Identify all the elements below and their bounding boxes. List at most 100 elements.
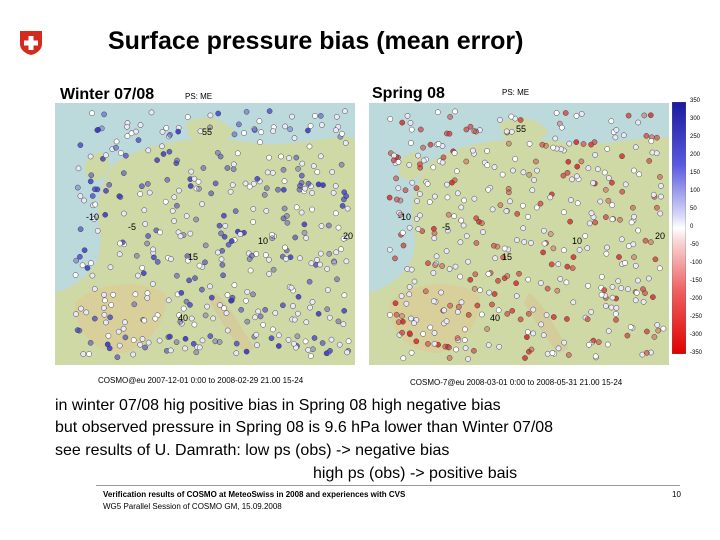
station-marker [451,213,457,220]
station-marker [486,289,493,296]
station-marker [392,300,399,307]
station-marker [263,185,270,192]
station-marker [406,224,413,231]
station-marker [142,344,148,351]
station-marker [253,331,260,338]
station-marker [284,219,291,226]
station-marker [333,249,340,256]
station-marker [262,252,269,258]
station-marker [245,250,252,257]
station-marker [549,350,556,356]
station-marker [443,318,450,325]
station-marker [306,278,313,285]
station-marker [266,256,272,263]
station-marker [80,351,87,357]
station-marker [196,185,202,192]
station-marker [217,302,223,308]
station-marker [216,339,223,345]
station-marker [252,314,258,321]
station-marker [625,112,632,119]
station-marker [102,211,109,218]
station-marker [91,286,98,292]
station-marker [243,297,249,304]
station-marker [573,173,580,180]
station-marker [513,280,519,287]
station-marker [331,258,337,265]
station-marker [398,293,405,299]
station-marker [309,206,316,213]
station-marker [566,140,573,147]
colorbar-tick-label: 0 [690,224,694,230]
station-marker [564,169,571,176]
station-marker [627,324,634,331]
grid-label: -5 [442,222,451,232]
station-marker [208,294,215,301]
station-marker [89,193,96,199]
station-marker [570,299,577,306]
station-marker [73,311,79,317]
station-marker [174,157,180,164]
station-marker [491,291,498,297]
station-marker [467,276,474,283]
station-marker [578,158,585,165]
station-marker [216,222,223,229]
station-marker [489,301,495,308]
station-marker [510,167,516,174]
station-marker [507,198,513,205]
station-marker [86,351,92,357]
station-marker [441,307,447,314]
station-marker [101,291,107,298]
station-marker [294,333,301,340]
station-marker [182,345,188,352]
station-marker [342,108,348,115]
station-marker [175,128,182,135]
station-marker [584,316,591,323]
station-marker [317,250,324,257]
station-marker [414,198,420,204]
station-marker [148,109,155,116]
station-marker [588,141,594,148]
station-marker [608,304,615,311]
station-marker [338,246,344,253]
colorbar-tick-label: -200 [690,296,703,302]
station-marker [132,291,139,298]
station-marker [408,315,414,322]
station-marker [281,205,288,212]
station-marker [242,180,249,187]
station-marker [187,230,194,237]
station-marker [644,328,650,335]
station-marker [301,229,308,236]
station-marker [540,332,547,339]
station-marker [212,180,219,187]
station-marker [609,202,616,208]
station-marker [120,325,127,332]
station-marker [197,128,204,135]
station-marker [266,108,273,114]
station-marker [440,154,447,161]
station-marker [387,116,394,122]
station-marker [329,169,336,175]
station-marker [485,342,492,348]
station-marker [145,339,152,346]
station-marker [166,148,173,155]
station-marker [561,339,568,346]
station-marker [91,186,98,193]
station-marker [236,121,242,128]
station-marker [588,210,595,217]
station-marker [425,341,431,347]
station-marker [513,293,520,299]
station-marker [308,353,314,359]
station-marker [525,276,532,283]
station-marker [83,309,90,316]
station-marker [601,287,608,293]
station-marker [495,277,501,284]
station-marker [460,222,467,229]
station-marker [613,317,619,323]
station-marker [108,302,115,308]
station-marker [282,244,288,251]
map-label-winter: Winter 07/08 [60,86,155,103]
station-marker [567,218,573,225]
station-marker [157,229,164,236]
station-marker [553,110,560,116]
station-marker [615,278,622,284]
